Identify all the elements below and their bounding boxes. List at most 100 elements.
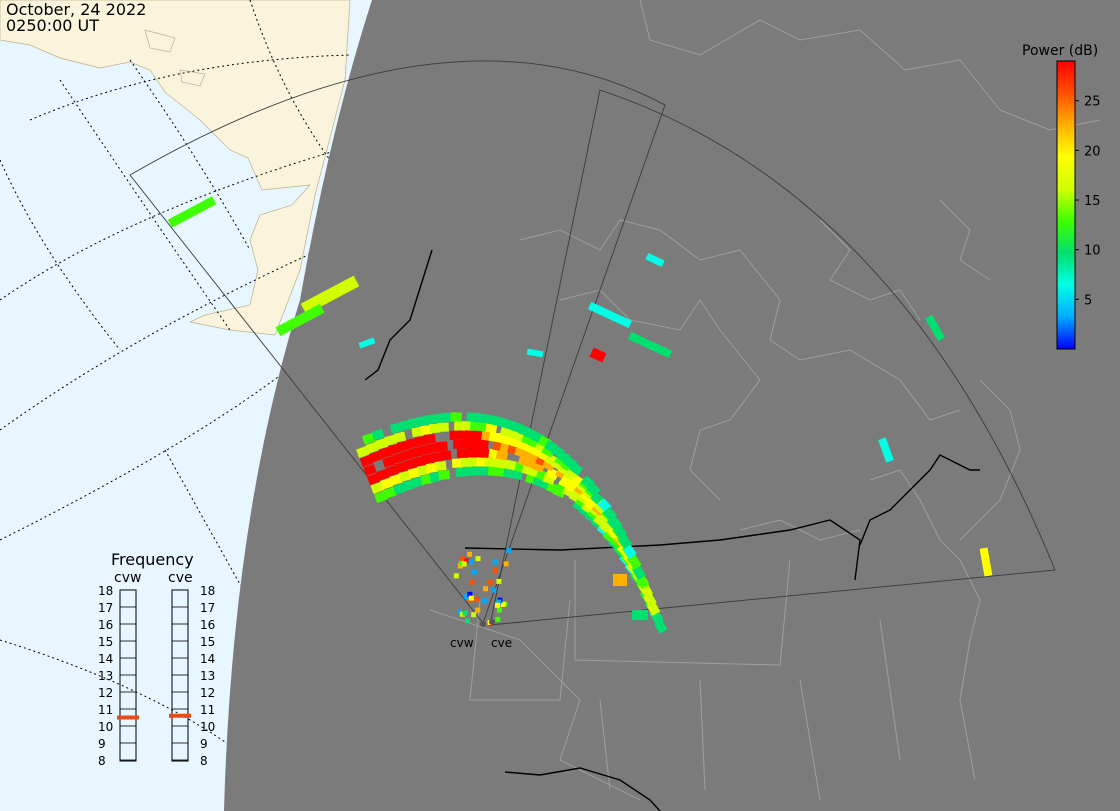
- backscatter-bin: [406, 437, 419, 449]
- backscatter-bin: [398, 419, 412, 431]
- backscatter-bin: [387, 443, 401, 455]
- backscatter-bin: [402, 479, 416, 491]
- backscatter-bin: [389, 422, 403, 434]
- backscatter-bin: [420, 473, 433, 485]
- backscatter-bin: [453, 573, 459, 579]
- backscatter-bin: [378, 446, 392, 459]
- backscatter-bin: [492, 568, 498, 574]
- backscatter-bin: [427, 442, 440, 454]
- backscatter-bin: [439, 450, 452, 461]
- backscatter-bin: [526, 348, 544, 358]
- backscatter-bin: [463, 594, 469, 600]
- backscatter-bin: [366, 472, 381, 486]
- backscatter-bin: [458, 560, 464, 566]
- backscatter-bin: [645, 253, 665, 267]
- backscatter-bin: [494, 602, 500, 608]
- backscatter-bin: [471, 612, 477, 618]
- backscatter-bin: [300, 275, 360, 315]
- country-borders: [364, 249, 980, 811]
- backscatter-bin: [495, 616, 501, 622]
- frequency-tick-label: 8: [200, 754, 208, 768]
- backscatter-bin: [429, 471, 442, 483]
- fov-outlines: [129, 60, 1056, 626]
- backscatter-bin: [487, 579, 493, 585]
- daylight-landmass: [0, 0, 351, 336]
- backscatter-bin: [449, 430, 461, 440]
- colorbar-ticks: 5 10 15 20 25: [1075, 95, 1101, 308]
- backscatter-bin: [383, 486, 397, 499]
- frequency-panel: Frequency cvw cve 8 9 10 11 12 13 14 15 16 17 18 8 9…: [98, 550, 215, 768]
- backscatter-bin: [389, 473, 403, 486]
- backscatter-bin: [462, 610, 468, 616]
- backscatter-bin: [627, 555, 642, 570]
- daylight-islands: [144, 29, 206, 87]
- backscatter-bin: [569, 462, 584, 476]
- backscatter-layer: [167, 196, 993, 635]
- backscatter-bin: [459, 556, 465, 562]
- backscatter-bin: [457, 609, 463, 615]
- backscatter-bin: [475, 556, 481, 562]
- backscatter-bin: [979, 547, 993, 577]
- frequency-tick-label: 14: [200, 652, 215, 666]
- frequency-tick-label: 11: [98, 703, 113, 717]
- backscatter-bin: [474, 596, 480, 602]
- backscatter-bin: [503, 561, 509, 567]
- backscatter-bin: [469, 579, 475, 585]
- backscatter-bin: [380, 477, 394, 490]
- backscatter-bin: [385, 464, 399, 477]
- backscatter-bin: [632, 565, 646, 581]
- backscatter-bin: [356, 445, 370, 459]
- frequency-tick-label: 18: [98, 584, 113, 598]
- backscatter-bin: [464, 558, 470, 564]
- time-label: 0250:00 UT: [6, 16, 100, 35]
- backscatter-bin: [468, 559, 474, 565]
- backscatter-bin: [456, 448, 468, 458]
- backscatter-bin: [411, 476, 425, 488]
- frequency-tick-label: 11: [200, 703, 215, 717]
- backscatter-bin: [423, 433, 436, 445]
- backscatter-bin: [431, 451, 443, 463]
- backscatter-bin: [545, 467, 560, 481]
- frequency-tick-label: 12: [98, 686, 113, 700]
- frequency-tick-label: 15: [200, 635, 215, 649]
- colorbar-title: Power (dB): [1022, 43, 1098, 59]
- backscatter-bin: [407, 417, 421, 429]
- backscatter-bin: [384, 434, 398, 446]
- backscatter-bin: [613, 574, 627, 586]
- backscatter-bin: [400, 449, 414, 461]
- backscatter-bin: [393, 431, 407, 443]
- backscatter-bin: [465, 618, 471, 624]
- backscatter-bin: [460, 457, 472, 467]
- backscatter-bin: [878, 437, 894, 463]
- frequency-tick-label: 12: [200, 686, 215, 700]
- backscatter-bin: [415, 435, 428, 447]
- backscatter-bin: [395, 461, 408, 473]
- colorbar-tick-label: 15: [1084, 194, 1101, 209]
- backscatter-bin: [627, 331, 673, 359]
- backscatter-bin: [467, 591, 473, 597]
- backscatter-bin: [618, 534, 633, 549]
- backscatter-bin: [413, 455, 426, 467]
- backscatter-bin: [371, 428, 385, 441]
- backscatter-bin: [275, 303, 325, 337]
- backscatter-bin: [467, 551, 473, 557]
- colorbar-tick-label: 5: [1084, 293, 1092, 308]
- backscatter-bin: [481, 598, 487, 604]
- graticule-day: [0, 0, 356, 761]
- backscatter-bin: [358, 337, 376, 349]
- frequency-scales: 8 9 10 11 12 13 14 15 16 17 18 8 9 10 11 12 13 14 15 16 17 18: [98, 584, 215, 768]
- backscatter-bin: [359, 454, 374, 468]
- backscatter-bin: [416, 415, 429, 427]
- frequency-tick-label: 9: [98, 737, 106, 751]
- frequency-tick-label: 16: [200, 618, 215, 632]
- frequency-tick-label: 10: [98, 720, 113, 734]
- backscatter-bin: [442, 412, 454, 422]
- date-label: October, 24 2022: [6, 0, 147, 19]
- backscatter-bin: [496, 607, 502, 613]
- backscatter-bin: [407, 467, 421, 479]
- backscatter-bin: [370, 481, 384, 495]
- backscatter-bin: [506, 547, 512, 553]
- backscatter-bin: [409, 446, 423, 458]
- backscatter-bin: [411, 426, 424, 438]
- radar-label-cvw: cvw: [450, 636, 474, 650]
